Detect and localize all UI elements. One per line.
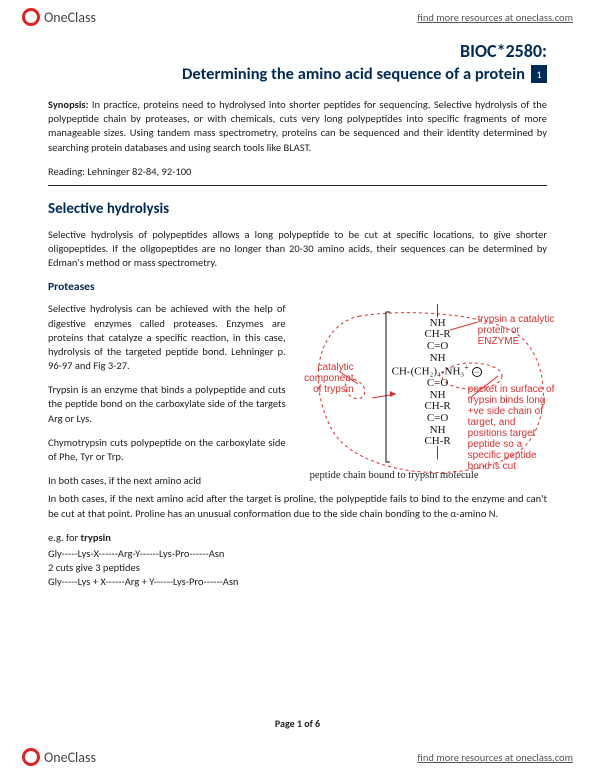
synopsis-label: Synopsis: — [48, 98, 89, 111]
reading-line: Reading: Lehninger 82-84, 92-100 — [48, 165, 547, 179]
section-intro: Selective hydrolysis of polypeptides all… — [48, 228, 547, 271]
logo-icon — [22, 748, 40, 766]
doc-title: Determining the amino acid sequence of a… — [182, 64, 525, 84]
proteases-heading: Proteases — [48, 280, 547, 294]
protease-p1: Selective hydrolysis can be achieved wit… — [48, 302, 286, 373]
top-bar: OneClass find more resources at oneclass… — [0, 0, 595, 30]
diagram-caption: peptide chain bound to trypsin molecule — [310, 470, 479, 481]
two-column-region: Selective hydrolysis can be achieved wit… — [48, 302, 547, 492]
example-line1: Gly-----Lys-X------Arg-Y------Lys-Pro---… — [48, 547, 547, 560]
example-lead: e.g. for trypsin — [48, 531, 547, 545]
example-line3: Gly-----Lys + X------Arg + Y------Lys-Pr… — [48, 575, 547, 588]
course-code: BIOC*2580: — [48, 40, 547, 62]
page-footer: Page 1 of 6 — [0, 717, 595, 730]
example-line2: 2 cuts give 3 peptides — [48, 561, 547, 574]
annotation-enzyme: trypsin a catalytic protein or ENZYME — [478, 314, 558, 347]
document-body: BIOC*2580: Determining the amino acid se… — [0, 30, 595, 588]
trypsin-diagram: │ NH CH-R C=O NH CH-(CH₂)₄-NH₃+ − C=O NH… — [300, 306, 547, 492]
protease-p4-rest: In both cases, if the next amino acid af… — [48, 492, 547, 520]
brand-logo-bottom[interactable]: OneClass — [22, 748, 96, 766]
protease-p3: Chymotrypsin cuts polypeptide on the car… — [48, 436, 286, 464]
annotation-catalytic: catalytic component of trypsin — [300, 362, 354, 395]
annotation-pocket: pocket in surface of trypsin binds long … — [468, 384, 558, 472]
synopsis-paragraph: Synopsis: In practice, proteins need to … — [48, 98, 547, 155]
protease-p2: Trypsin is an enzyme that binds a polype… — [48, 383, 286, 426]
brand-name-bottom: OneClass — [44, 749, 96, 766]
synopsis-text: In practice, proteins need to hydrolysed… — [48, 98, 547, 154]
logo-icon — [22, 8, 40, 26]
brand-logo[interactable]: OneClass — [22, 8, 96, 26]
find-more-link-bottom[interactable]: find more resources at oneclass.com — [417, 751, 573, 764]
protease-text-column: Selective hydrolysis can be achieved wit… — [48, 302, 286, 492]
find-more-link-top[interactable]: find more resources at oneclass.com — [417, 11, 573, 24]
protease-p4-lead: In both cases, if the next amino acid — [48, 474, 286, 488]
doc-title-row: Determining the amino acid sequence of a… — [48, 64, 547, 84]
bottom-bar: OneClass find more resources at oneclass… — [0, 748, 595, 766]
page-number-badge: 1 — [531, 65, 547, 83]
section-heading: Selective hydrolysis — [48, 200, 547, 218]
horizontal-rule — [48, 185, 547, 186]
charge-icon: − — [472, 367, 482, 377]
brand-name: OneClass — [44, 9, 96, 26]
